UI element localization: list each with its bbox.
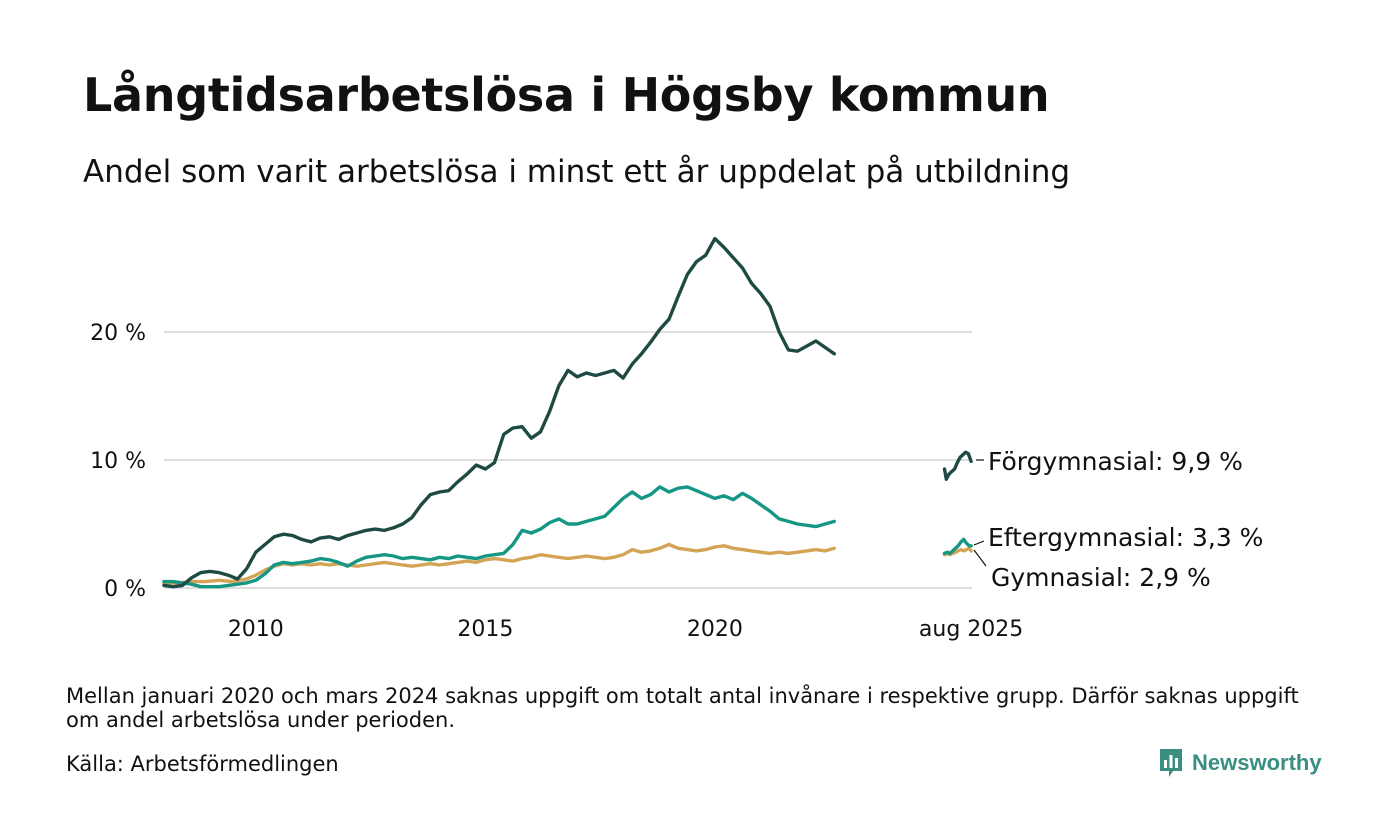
x-axis-ticks: 2010 2015 2020 aug 2025 <box>228 617 1023 642</box>
y-tick-label: 0 % <box>104 577 146 602</box>
gridlines <box>164 331 972 589</box>
brand-logo[interactable]: Newsworthy <box>1158 746 1322 780</box>
x-tick-label: 2015 <box>457 617 513 642</box>
y-axis-ticks: 0 % 10 % 20 % <box>90 321 146 602</box>
x-tick-label: 2010 <box>228 617 284 642</box>
brand-name: Newsworthy <box>1192 750 1322 775</box>
chart-subtitle: Andel som varit arbetslösa i minst ett å… <box>83 154 1071 190</box>
x-tick-label: aug 2025 <box>919 617 1023 642</box>
series-line-forgymnasial-0 <box>162 236 836 589</box>
series-lines <box>162 236 973 589</box>
series-label-gymnasial: Gymnasial: 2,9 % <box>991 563 1211 592</box>
series-line-gymnasial-0 <box>162 542 836 585</box>
y-tick-label: 10 % <box>90 449 146 474</box>
series-end-labels: Förgymnasial: 9,9 % Eftergymnasial: 3,3 %… <box>973 447 1263 592</box>
chart-source: Källa: Arbetsförmedlingen <box>66 752 339 776</box>
line-chart: 0 % 10 % 20 % 2010 2015 2020 aug 2025 Förgymn… <box>90 236 1263 642</box>
series-label-eftergymnasial: Eftergymnasial: 3,3 % <box>988 523 1263 552</box>
label-connector-gymnasial <box>973 549 987 567</box>
bar-chart-speech-icon <box>1160 749 1182 777</box>
label-connector-eftergymnasial <box>973 540 985 546</box>
series-line-eftergymnasial-1 <box>942 537 973 556</box>
series-line-eftergymnasial-0 <box>162 485 836 589</box>
series-label-forgymnasial: Förgymnasial: 9,9 % <box>988 447 1243 476</box>
x-tick-label: 2020 <box>687 617 743 642</box>
chart-title: Långtidsarbetslösa i Högsby kommun <box>83 68 1050 122</box>
series-line-forgymnasial-1 <box>942 450 973 481</box>
chart-footnote: Mellan januari 2020 och mars 2024 saknas… <box>66 684 1299 732</box>
y-tick-label: 20 % <box>90 321 146 346</box>
